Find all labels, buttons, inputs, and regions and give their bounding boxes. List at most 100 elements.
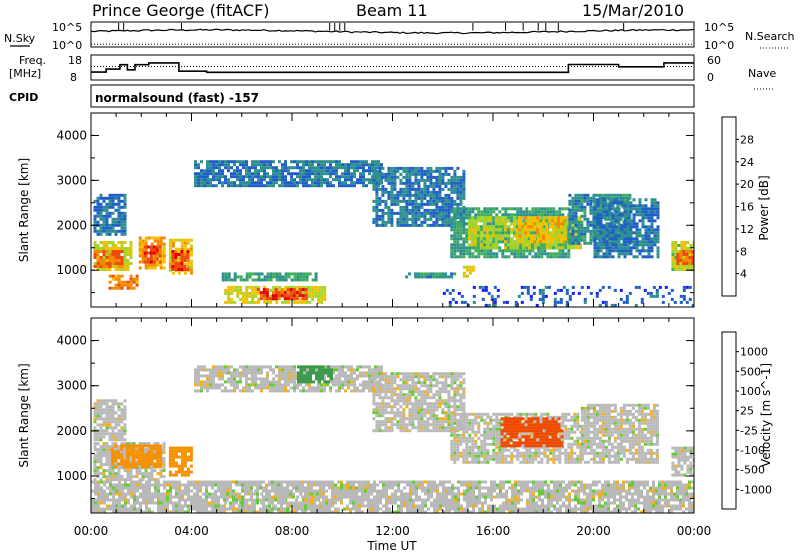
power-cell: [546, 252, 550, 256]
power-cell: [423, 172, 427, 176]
power-cell: [509, 231, 513, 235]
power-cell: [620, 201, 624, 205]
velocity-cell: [117, 414, 121, 418]
power-cell: [146, 257, 150, 261]
velocity-cell: [206, 386, 209, 390]
power-cell: [599, 246, 603, 250]
power-cell: [557, 225, 561, 229]
velocity-cell: [147, 472, 151, 476]
velocity-cell: [371, 368, 374, 372]
power-cell: [444, 223, 448, 227]
power-cell: [447, 193, 451, 197]
power-cell: [275, 278, 279, 282]
velocity-cell: [372, 399, 376, 403]
power-cell: [451, 297, 455, 301]
power-cell: [647, 234, 651, 238]
power-cell: [329, 172, 332, 176]
velocity-cell: [96, 435, 100, 439]
power-cell: [305, 172, 308, 176]
power-cell: [447, 181, 451, 185]
power-cell: [583, 238, 587, 242]
power-cell: [296, 278, 300, 282]
velocity-cell: [381, 411, 385, 415]
power-cell: [500, 219, 504, 223]
power-cell: [143, 251, 147, 255]
power-cell: [93, 265, 97, 268]
power-cell: [263, 175, 266, 179]
power-cell: [680, 247, 684, 250]
power-cell: [454, 300, 458, 304]
power-cell: [620, 204, 624, 208]
power-cell: [266, 166, 269, 170]
power-cell: [108, 205, 112, 209]
nave-tick-bottom: 0: [707, 71, 714, 84]
power-cell: [417, 193, 421, 197]
power-cell: [623, 213, 627, 217]
power-cell: [305, 160, 308, 164]
velocity-cell: [375, 426, 379, 430]
power-cell: [534, 255, 538, 259]
power-cell: [542, 231, 546, 235]
power-cell: [183, 247, 187, 251]
power-cell: [513, 207, 517, 211]
power-cell: [486, 249, 490, 253]
velocity-cell: [99, 460, 103, 464]
power-cell: [259, 294, 263, 298]
power-cell: [242, 278, 246, 282]
velocity-cell: [99, 466, 103, 470]
power-cell: [493, 303, 497, 307]
velocity-cell: [156, 465, 160, 469]
power-cell: [317, 297, 321, 301]
velocity-cell: [99, 405, 103, 409]
power-cell: [158, 260, 162, 264]
power-cell: [254, 172, 257, 176]
power-cell: [512, 234, 516, 238]
power-cell: [468, 271, 472, 275]
power-cell: [497, 234, 501, 238]
power-cell: [522, 210, 526, 214]
power-cell: [473, 219, 477, 223]
power-cell: [551, 243, 555, 247]
velocity-cell: [114, 453, 118, 457]
power-cell: [99, 223, 103, 227]
velocity-cell: [99, 448, 103, 452]
power-cell: [536, 222, 540, 226]
power-cell: [296, 166, 299, 170]
power-cell: [353, 169, 356, 173]
power-cell: [641, 207, 645, 211]
power-cell: [180, 250, 184, 253]
power-cell: [447, 220, 451, 224]
velocity-cell: [206, 368, 209, 372]
velocity-cell: [156, 444, 160, 448]
power-cell: [644, 210, 648, 214]
power-cell: [417, 190, 421, 194]
power-cell: [516, 252, 520, 256]
power-cell: [605, 210, 609, 214]
power-cell: [120, 280, 124, 284]
velocity-cell: [96, 466, 100, 470]
power-cell: [266, 163, 269, 167]
power-cell: [93, 244, 97, 247]
power-cell: [174, 253, 178, 256]
power-cell: [468, 207, 472, 211]
power-cell: [586, 226, 590, 230]
power-cell: [477, 213, 481, 217]
velocity-cell: [162, 469, 166, 473]
power-cell: [245, 163, 248, 167]
power-cell: [568, 214, 572, 218]
velocity-cell: [120, 442, 124, 446]
power-cell: [304, 294, 308, 298]
velocity-cell: [374, 365, 377, 369]
power-cell: [248, 166, 251, 170]
power-cell: [408, 223, 412, 227]
velocity-cell: [93, 420, 97, 424]
power-cell: [537, 249, 541, 253]
power-cell: [138, 266, 142, 270]
power-cell: [450, 249, 454, 253]
velocity-cell: [390, 372, 394, 376]
power-cell: [396, 166, 400, 170]
power-cell: [381, 220, 385, 224]
velocity-cell: [221, 374, 224, 378]
velocity-cell: [387, 381, 391, 385]
